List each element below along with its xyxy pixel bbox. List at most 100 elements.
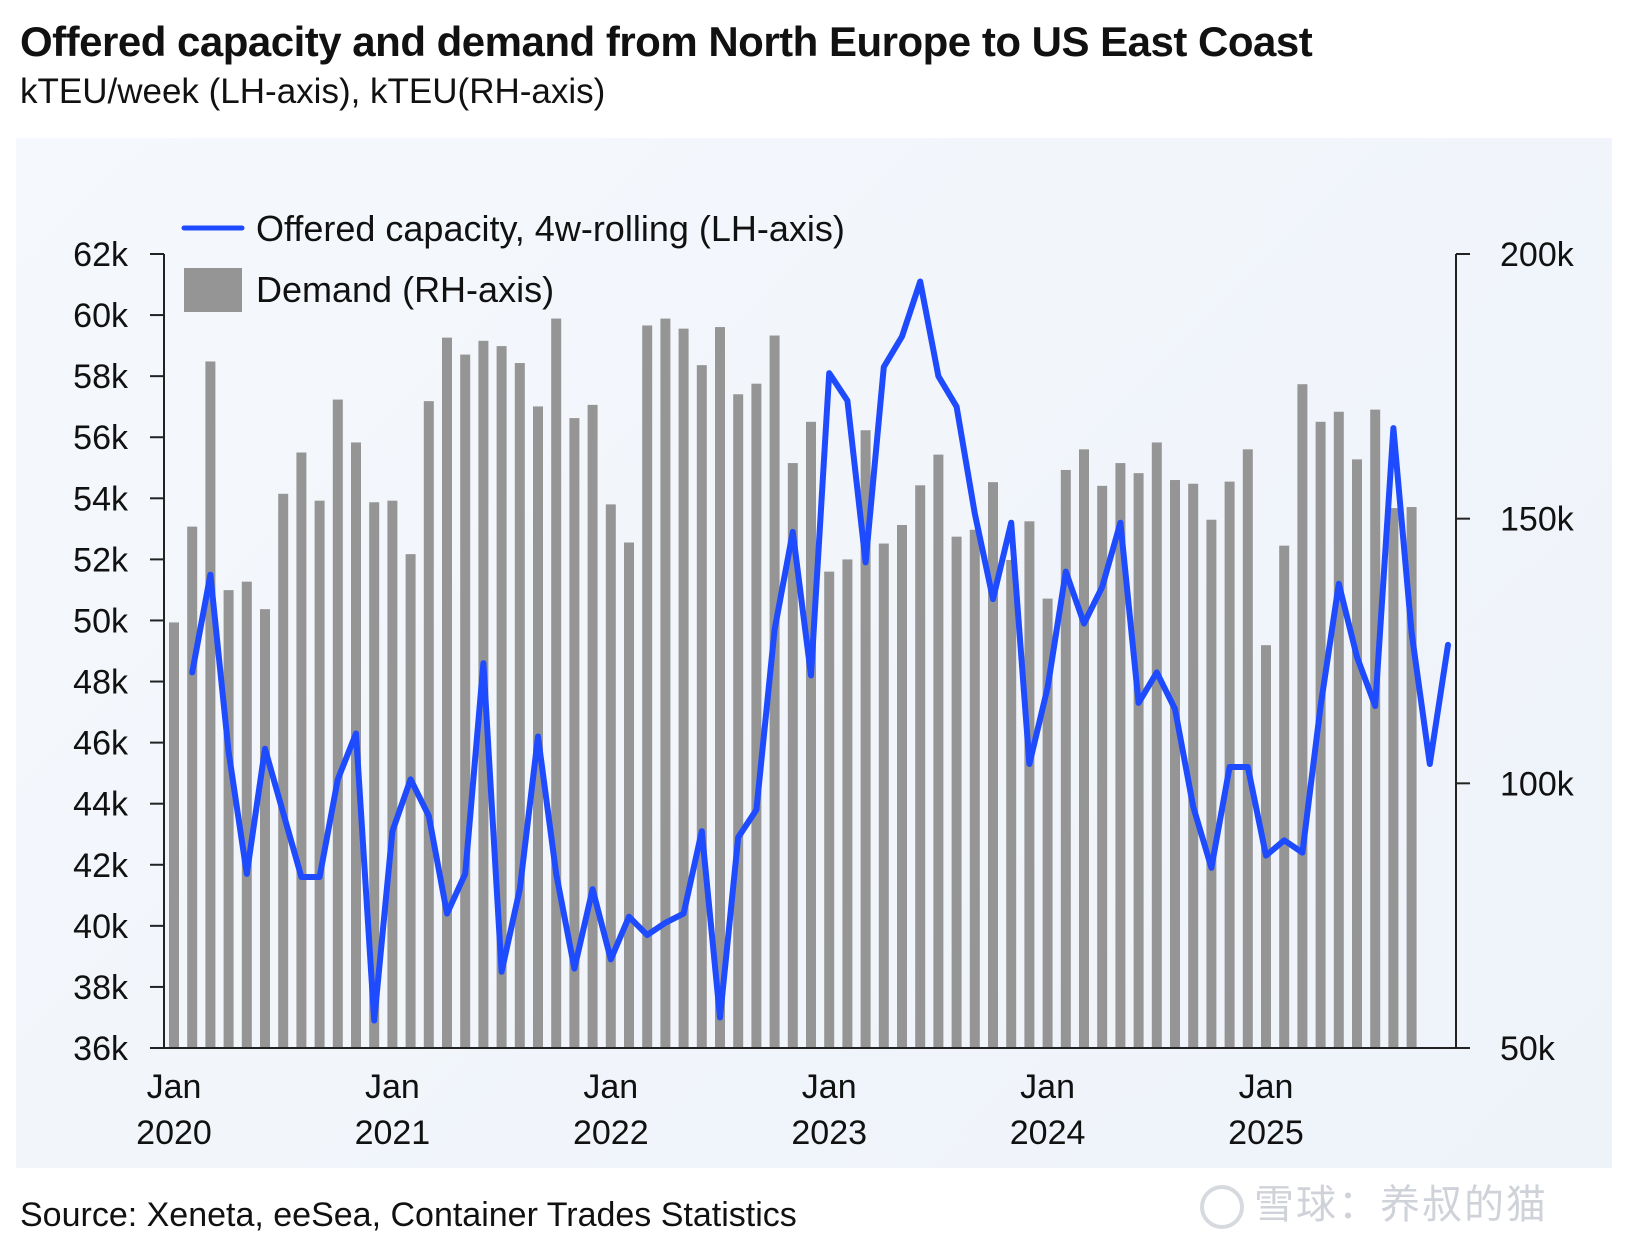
- demand-bar: [1115, 463, 1126, 1048]
- demand-bar: [878, 543, 889, 1048]
- demand-bar: [1206, 519, 1217, 1048]
- right-axis-tick-label: 150k: [1500, 501, 1575, 539]
- x-axis-tick-label-month: Jan: [1020, 1068, 1075, 1106]
- demand-bar: [678, 328, 689, 1048]
- demand-bar: [1406, 507, 1417, 1048]
- demand-bar: [1079, 449, 1089, 1049]
- demand-bar: [824, 571, 835, 1048]
- demand-bar: [1097, 485, 1108, 1048]
- demand-bar: [1042, 598, 1053, 1048]
- demand-bar: [187, 526, 198, 1048]
- offered-capacity-line: [189, 278, 1451, 1024]
- right-axis-tick-label: 100k: [1500, 765, 1575, 803]
- left-axis-tick-label: 40k: [73, 908, 129, 946]
- left-axis-tick-label: 36k: [73, 1030, 129, 1068]
- demand-bar: [405, 554, 416, 1048]
- demand-bar: [1188, 483, 1199, 1048]
- demand-bar: [969, 529, 980, 1048]
- demand-bar: [314, 500, 325, 1049]
- left-axis-tick-label: 48k: [73, 664, 129, 702]
- demand-bar: [660, 318, 671, 1048]
- right-axis-tick-label: 200k: [1500, 236, 1575, 274]
- left-axis-tick-label: 42k: [73, 847, 129, 885]
- demand-bar: [696, 365, 707, 1048]
- demand-bar: [205, 361, 216, 1048]
- demand-bar: [296, 452, 307, 1048]
- demand-bar: [278, 493, 289, 1049]
- x-axis-tick-label-year: 2023: [791, 1114, 867, 1152]
- left-axis-tick-label: 56k: [73, 419, 129, 457]
- x-axis-tick-label-year: 2025: [1228, 1114, 1304, 1152]
- x-axis-tick-label-month: Jan: [583, 1068, 638, 1106]
- demand-bar: [769, 335, 780, 1048]
- demand-bar: [332, 399, 343, 1049]
- x-axis-tick-label-year: 2024: [1010, 1114, 1086, 1152]
- left-axis-tick-label: 60k: [73, 297, 129, 335]
- demand-bar: [1024, 521, 1035, 1048]
- demand-bar: [715, 327, 725, 1049]
- demand-bars: [169, 318, 1417, 1049]
- left-axis-tick-label: 58k: [73, 358, 129, 396]
- source-note: Source: Xeneta, eeSea, Container Trades …: [20, 1196, 797, 1234]
- legend: Offered capacity, 4w-rolling (LH-axis) D…: [181, 208, 845, 312]
- x-axis-tick-label-month: Jan: [1239, 1068, 1294, 1106]
- chart-title: Offered capacity and demand from North E…: [20, 18, 1313, 65]
- demand-bar: [642, 325, 653, 1049]
- x-axis-tick-label-month: Jan: [802, 1068, 857, 1106]
- demand-bar: [223, 590, 234, 1048]
- demand-bar: [915, 485, 926, 1048]
- x-axis-tick-label-year: 2020: [136, 1114, 212, 1152]
- demand-bar: [1006, 559, 1017, 1048]
- demand-bar: [733, 394, 744, 1049]
- demand-bar: [169, 622, 179, 1048]
- demand-bar: [605, 504, 616, 1049]
- demand-bar: [951, 536, 962, 1048]
- demand-bar: [860, 430, 871, 1048]
- demand-bar: [587, 404, 598, 1048]
- demand-bar: [551, 318, 562, 1048]
- demand-bar: [1333, 411, 1344, 1048]
- demand-bar: [1315, 421, 1326, 1048]
- demand-bar: [1060, 469, 1071, 1048]
- left-axis-tick-label: 54k: [73, 480, 129, 518]
- left-axis-tick-label: 46k: [73, 725, 129, 763]
- chart-subtitle: kTEU/week (LH-axis), kTEU(RH-axis): [20, 72, 606, 111]
- demand-bar: [806, 421, 816, 1048]
- left-axis-tick-label: 52k: [73, 541, 129, 579]
- demand-bar: [460, 354, 471, 1048]
- x-axis-tick-label-month: Jan: [365, 1068, 420, 1106]
- demand-bar: [442, 337, 452, 1049]
- demand-bar: [751, 383, 762, 1049]
- demand-bar: [533, 406, 543, 1048]
- demand-bar: [423, 401, 434, 1048]
- demand-bar: [1297, 384, 1308, 1048]
- demand-bar: [1388, 508, 1399, 1049]
- demand-bar: [988, 482, 998, 1048]
- watermark-text: 雪球：养叔的猫: [1254, 1182, 1548, 1228]
- demand-bar: [1352, 459, 1362, 1048]
- demand-bar: [1170, 480, 1180, 1048]
- x-axis-tick-label-year: 2022: [573, 1114, 649, 1152]
- demand-bar: [569, 418, 580, 1048]
- demand-bar: [1151, 442, 1162, 1049]
- demand-bar: [842, 559, 853, 1048]
- demand-bar: [1133, 473, 1144, 1048]
- x-axis-tick-label-month: Jan: [147, 1068, 202, 1106]
- demand-bar: [241, 581, 252, 1048]
- demand-bar: [387, 500, 398, 1049]
- watermark: 雪球：养叔的猫: [1200, 1172, 1548, 1230]
- demand-bar: [1242, 449, 1253, 1049]
- demand-bar: [514, 363, 525, 1048]
- demand-bar: [1279, 545, 1290, 1048]
- legend-swatch-demand: [184, 268, 242, 312]
- legend-label-demand: Demand (RH-axis): [256, 269, 554, 310]
- demand-bar: [496, 346, 507, 1048]
- demand-bar: [624, 542, 634, 1048]
- left-axis-tick-label: 44k: [73, 786, 129, 824]
- x-axis-tick-label-year: 2021: [355, 1114, 431, 1152]
- left-axis-tick-label: 38k: [73, 969, 129, 1007]
- demand-bar: [933, 454, 944, 1049]
- left-axis-tick-label: 50k: [73, 602, 129, 640]
- legend-label-capacity: Offered capacity, 4w-rolling (LH-axis): [256, 208, 845, 249]
